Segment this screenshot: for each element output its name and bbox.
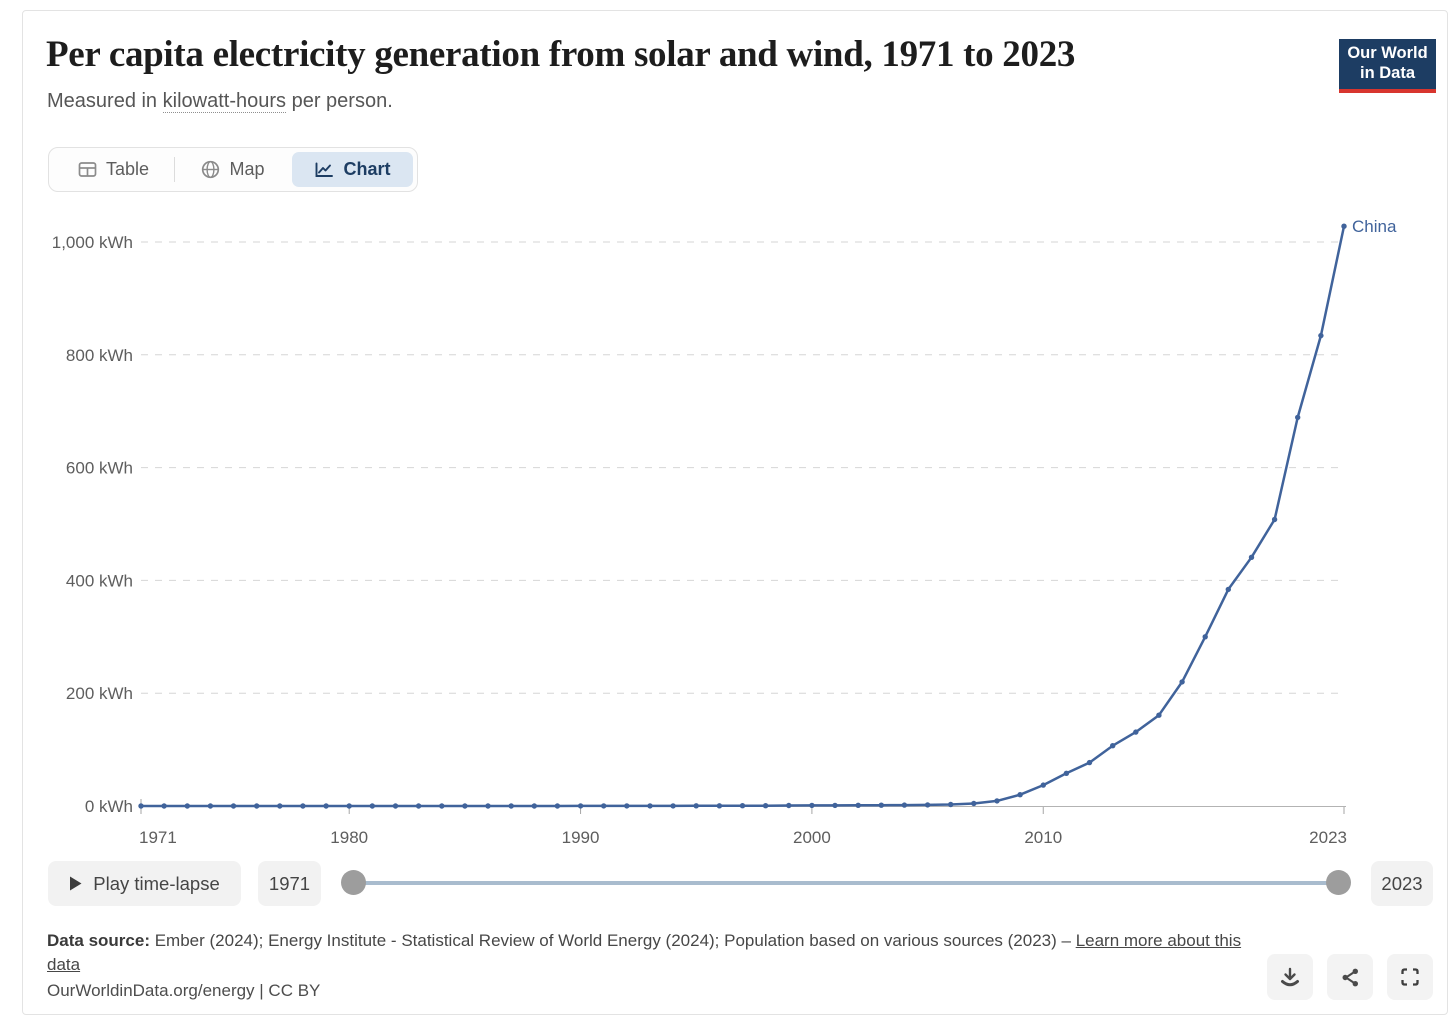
play-icon xyxy=(70,876,82,891)
download-button[interactable] xyxy=(1267,954,1313,1000)
owid-logo[interactable]: Our World in Data xyxy=(1339,39,1436,93)
play-timelapse-button[interactable]: Play time-lapse xyxy=(48,861,241,906)
line-chart-icon xyxy=(316,162,334,177)
chart-subtitle: Measured in kilowatt-hours per person. xyxy=(47,90,393,113)
timeline-start-handle[interactable] xyxy=(341,870,366,895)
citation-line: OurWorldinData.org/energy | CC BY xyxy=(47,981,321,1000)
kilowatt-hours-link[interactable]: kilowatt-hours xyxy=(162,90,287,113)
timeline-end-year[interactable]: 2023 xyxy=(1371,861,1433,906)
chart-plot-area[interactable] xyxy=(40,205,1362,841)
share-button[interactable] xyxy=(1327,954,1373,1000)
page-title: Per capita electricity generation from s… xyxy=(46,34,1076,75)
share-icon xyxy=(1342,968,1358,986)
timeline-start-year[interactable]: 1971 xyxy=(258,861,321,906)
owid-logo-line2: in Data xyxy=(1359,64,1415,82)
tab-chart[interactable]: Chart xyxy=(292,152,413,187)
data-source-label: Data source: xyxy=(47,931,150,950)
globe-icon xyxy=(202,160,220,179)
subtitle-text-2: per person. xyxy=(286,90,393,112)
tab-table-label: Table xyxy=(105,159,150,179)
tab-map[interactable]: Map xyxy=(175,148,291,191)
fullscreen-button[interactable] xyxy=(1387,954,1433,1000)
data-source-line: Data source: Ember (2024); Energy Instit… xyxy=(47,929,1252,976)
learn-more-link[interactable]: Learn more about this data xyxy=(47,931,1242,974)
tab-map-label: Map xyxy=(229,159,265,179)
timeline-end-handle[interactable] xyxy=(1326,870,1351,895)
tab-chart-label: Chart xyxy=(343,159,391,179)
subtitle-text: Measured in xyxy=(47,90,163,112)
timeline-slider-track[interactable] xyxy=(355,881,1339,885)
data-source-text: Ember (2024); Energy Institute - Statist… xyxy=(149,931,1076,950)
owid-logo-line1: Our World xyxy=(1347,44,1428,62)
download-icon xyxy=(1281,967,1299,986)
play-timelapse-label: Play time-lapse xyxy=(93,872,220,894)
table-icon xyxy=(78,162,97,177)
tab-table[interactable]: Table xyxy=(53,148,174,191)
view-tab-bar: Table Map Chart xyxy=(48,147,418,192)
fullscreen-icon xyxy=(1401,968,1419,986)
tab-separator xyxy=(174,157,175,182)
